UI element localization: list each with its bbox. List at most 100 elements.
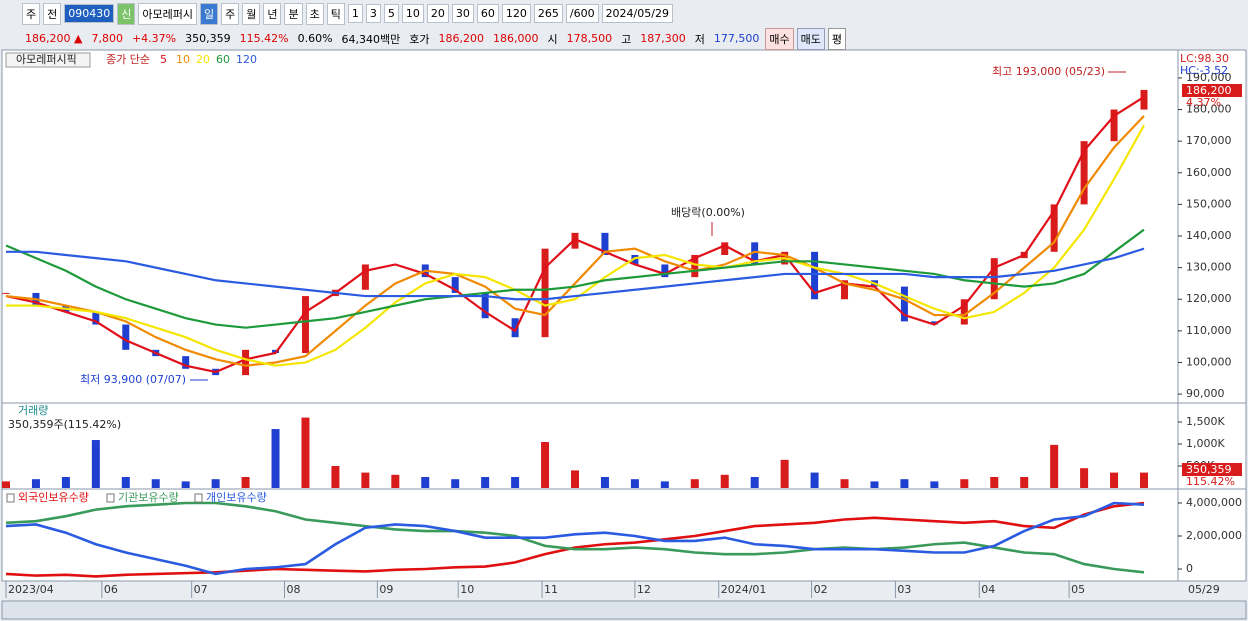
toolbar-item[interactable]: 일 <box>199 2 219 25</box>
y-tick-label: 190,000 <box>1186 71 1232 84</box>
x-tick-label: 2024/01 <box>721 583 767 596</box>
x-tick-label: 08 <box>287 583 301 596</box>
volume-bar <box>600 476 609 488</box>
legend-swatch <box>194 493 203 503</box>
toolbar-item[interactable]: 전 <box>43 2 62 25</box>
volume-bar <box>870 481 879 488</box>
toolbar-item[interactable]: 월 <box>242 2 261 25</box>
x-tick-label: 03 <box>897 583 911 596</box>
volume-bar <box>750 476 759 488</box>
candle <box>930 321 938 325</box>
candle <box>1140 89 1148 110</box>
volume-bar <box>211 479 220 488</box>
info-bar-item: 0.60% <box>297 32 333 45</box>
candle <box>811 251 819 300</box>
candle <box>541 248 549 338</box>
candle <box>751 242 759 265</box>
info-bar-item: 187,300 <box>640 32 686 45</box>
x-tick-label: 2023/04 <box>8 583 54 596</box>
volume-bar <box>271 429 280 488</box>
toolbar-item[interactable]: 년 <box>263 2 282 25</box>
volume-bar <box>690 479 699 488</box>
x-tick-label: 02 <box>814 583 828 596</box>
volume-bar <box>241 476 250 488</box>
toolbar-item[interactable]: 5 <box>383 4 399 23</box>
price-box <box>1182 84 1242 97</box>
volume-bar <box>1020 476 1029 488</box>
x-tick-label: 09 <box>379 583 393 596</box>
y-tick-label: 100,000 <box>1186 355 1232 368</box>
candle <box>631 254 639 265</box>
toolbar-item[interactable]: 30 <box>451 4 474 23</box>
candle <box>92 311 100 325</box>
toolbar-item[interactable]: 3 <box>365 4 381 23</box>
annotation: 최저 93,900 (07/07) <box>80 373 186 386</box>
axis-background <box>1177 49 1247 582</box>
info-bar-item: 186,000 <box>493 32 539 45</box>
info-bar-item: 시 <box>547 32 558 46</box>
toolbar-item[interactable]: 1 <box>347 4 363 23</box>
toolbar-item[interactable]: 아모레퍼시 <box>138 2 197 25</box>
info-bar-item: 350,359 <box>185 32 231 45</box>
legend-entry: 개인보유수량 <box>206 491 267 504</box>
series-line <box>6 124 1145 367</box>
volume-bar <box>1080 468 1089 488</box>
y-tick-label: 150,000 <box>1186 197 1232 210</box>
toolbar-item[interactable]: 신 <box>117 2 136 25</box>
toolbar-item[interactable]: 60 <box>476 4 499 23</box>
info-bar-item: 고 <box>621 32 632 46</box>
x-tick-label: 07 <box>194 583 208 596</box>
candle <box>182 356 190 369</box>
volume-change: 115.42% <box>1186 475 1235 488</box>
x-tick-label: 06 <box>104 583 118 596</box>
candle <box>481 292 489 319</box>
volume-bar <box>541 442 550 488</box>
toolbar-item[interactable]: /600 <box>565 4 599 23</box>
volume-bar <box>331 465 340 488</box>
volume-bar <box>571 470 579 488</box>
volume-box <box>1182 463 1242 476</box>
candle <box>511 318 519 338</box>
candle <box>1050 204 1058 252</box>
candle <box>242 349 250 376</box>
y-tick-label: 120,000 <box>1186 292 1232 305</box>
panel <box>5 501 1145 578</box>
legend-entry: 20 <box>196 53 210 66</box>
x-tick-label: 04 <box>981 583 995 596</box>
toolbar-item[interactable]: 20 <box>426 4 449 23</box>
toolbar-item[interactable]: 120 <box>501 4 531 23</box>
y-tick-label: 90,000 <box>1186 387 1225 400</box>
toolbar-item[interactable]: 틱 <box>326 2 345 25</box>
toolbar-item[interactable]: 초 <box>305 2 324 25</box>
hc-label: HC:-3.52 <box>1180 64 1228 77</box>
toolbar-item[interactable]: 2024/05/29 <box>601 4 673 23</box>
candle <box>301 296 309 353</box>
series-line <box>5 501 1145 578</box>
info-bar-item: +4.37% <box>131 32 177 45</box>
volume-bar <box>391 474 400 488</box>
volume-bar <box>1140 472 1148 488</box>
toolbar-item[interactable]: 10 <box>401 4 424 23</box>
candle <box>900 286 908 322</box>
toolbar-item[interactable]: 265 <box>533 4 563 23</box>
toolbar-item[interactable]: 주 <box>22 2 41 25</box>
series-line <box>5 95 1145 374</box>
candle <box>990 258 998 300</box>
info-bar-item: 매도 <box>796 27 825 50</box>
candle <box>960 299 968 325</box>
y-tick-label: 140,000 <box>1186 229 1232 242</box>
panel <box>2 89 1148 376</box>
toolbar-item[interactable]: 090430 <box>64 4 115 23</box>
info-bar: 186,200 ▲ 7,800 +4.37% 350,359 115.42% 0.60% 6… <box>0 27 1248 50</box>
y-tick-label: 4,000,000 <box>1186 496 1242 509</box>
volume-bar <box>630 479 639 488</box>
info-bar-item: 115.42% <box>239 32 289 45</box>
y-tick-label: 2,000,000 <box>1186 529 1242 542</box>
volume-bar <box>1110 472 1119 488</box>
toolbar-item[interactable]: 주 <box>221 2 240 25</box>
volume-bar <box>840 479 849 488</box>
legend-entry: 외국인보유수량 <box>18 491 89 504</box>
title-box <box>5 52 91 68</box>
legend-entry: 60 <box>216 53 230 66</box>
toolbar-item[interactable]: 분 <box>284 2 303 25</box>
